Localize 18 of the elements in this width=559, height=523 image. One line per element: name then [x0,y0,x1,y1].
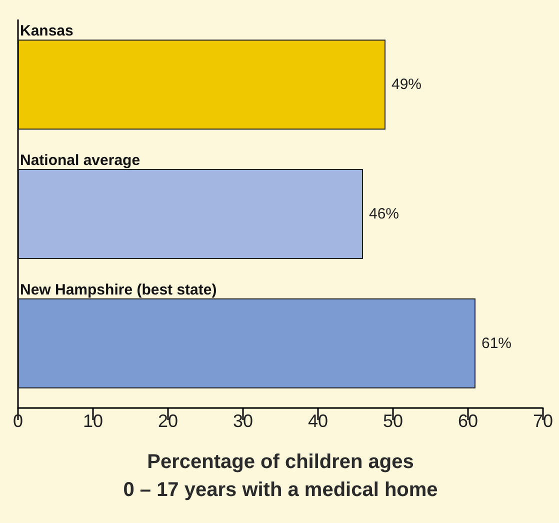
y-tick-label: New Hampshire (best state) [20,281,217,298]
x-tick-label: 40 [308,411,328,431]
bar [18,169,363,259]
x-tick-label: 10 [82,411,104,431]
y-tick-label: Kansas [20,22,74,40]
x-axis-title: Percentage of children ages 0 – 17 years with a medical home [123,451,438,501]
x-tick-label: 70 [532,411,554,431]
data-label: 49% [392,76,422,94]
bar [18,40,386,130]
data-label: 46% [369,206,400,222]
data-label: 61% [482,334,512,352]
y-tick-label: National average [20,152,140,169]
bar [18,298,476,388]
x-tick-label: 20 [158,411,178,431]
x-tick-label: 30 [232,411,254,431]
x-tick-label: 0 [12,411,24,431]
x-tick-label: 60 [458,411,478,431]
x-tick-label: 50 [382,411,404,431]
